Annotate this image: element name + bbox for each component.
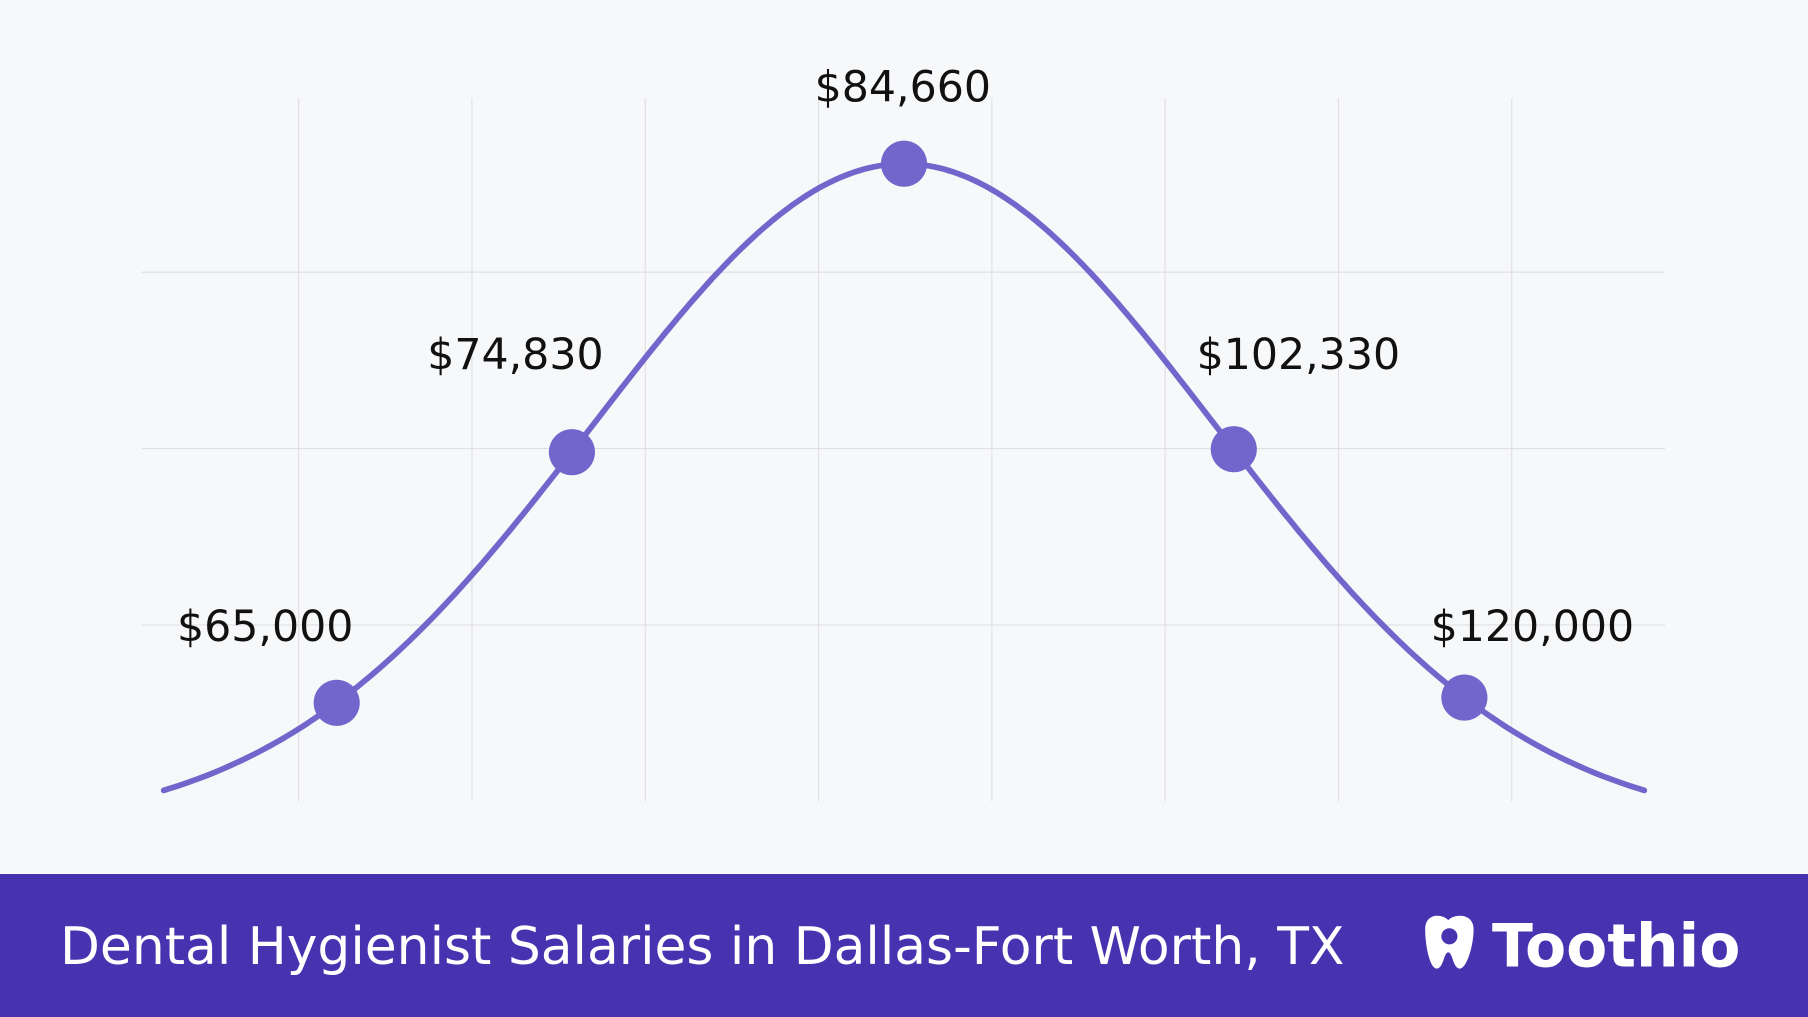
tooth-icon-hole [1441,928,1458,945]
value-label: $74,830 [427,330,603,380]
data-point [548,429,595,476]
data-point [1210,426,1257,473]
grid [141,98,1666,802]
value-label: $102,330 [1197,330,1401,380]
logo-icon [1425,915,1474,969]
value-label: $120,000 [1431,602,1635,652]
footer-band [0,874,1808,1017]
value-label: $84,660 [815,62,991,112]
data-point [1441,674,1488,721]
brand: Toothio [1492,911,1740,981]
data-point [313,679,360,726]
value-label: $65,000 [177,602,353,652]
chart-title: Dental Hygienist Salaries in Dallas-Fort… [60,917,1344,977]
data-point [880,140,928,187]
